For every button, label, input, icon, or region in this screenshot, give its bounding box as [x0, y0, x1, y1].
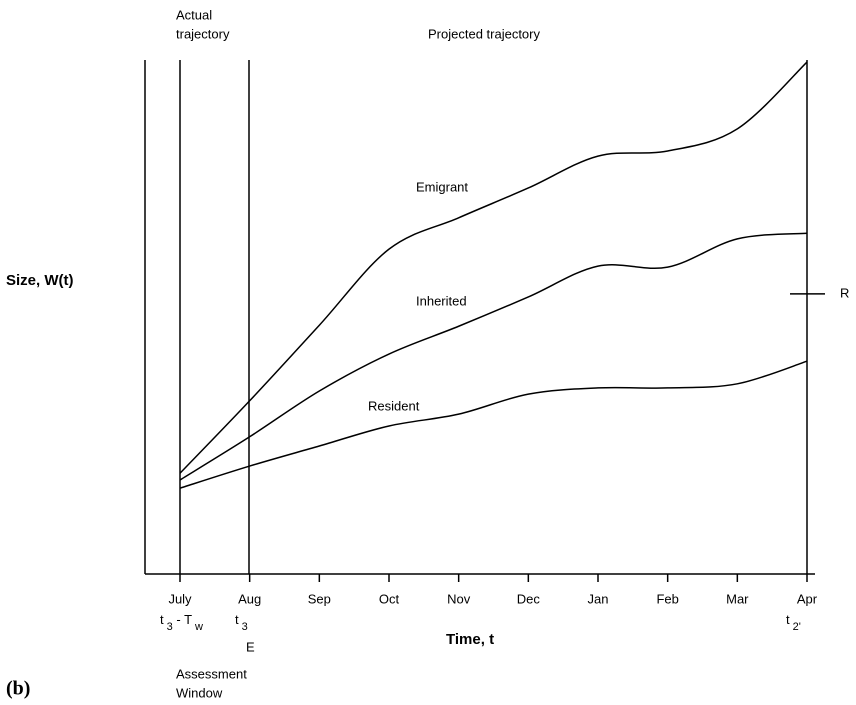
y-axis-label: Size, W(t): [6, 272, 74, 289]
series-label: Inherited: [416, 293, 467, 308]
x-tick-label: July: [168, 591, 192, 606]
annotation: E: [246, 639, 255, 654]
annotation: Window: [176, 685, 223, 700]
annotation: Assessment: [176, 666, 247, 681]
time-mark-part: t: [235, 612, 239, 627]
series-line: [179, 232, 808, 481]
series-label: Resident: [368, 398, 420, 413]
series-line: [179, 360, 808, 489]
time-mark-part: t: [786, 612, 790, 627]
panel-label: (b): [6, 678, 30, 700]
time-mark-part: w: [194, 621, 203, 633]
x-tick-label: Apr: [797, 591, 818, 606]
time-mark-part: - T: [173, 612, 192, 627]
x-tick-label: Jan: [588, 591, 609, 606]
x-tick-label: Feb: [656, 591, 678, 606]
annotation: Projected trajectory: [428, 26, 540, 41]
time-mark-part: t: [160, 612, 164, 627]
x-tick-label: Sep: [308, 591, 331, 606]
x-tick-label: Oct: [379, 591, 400, 606]
annotation: trajectory: [176, 26, 230, 41]
x-tick-label: Dec: [517, 591, 541, 606]
series-label: Emigrant: [416, 179, 468, 194]
marker-label: R: [840, 285, 849, 300]
time-mark: t 2': [786, 612, 801, 632]
annotation: Actual: [176, 7, 212, 22]
x-tick-label: Aug: [238, 591, 261, 606]
x-tick-label: Mar: [726, 591, 749, 606]
time-mark-part: 3: [167, 621, 173, 633]
x-axis-label: Time, t: [446, 631, 494, 648]
time-mark-part: 2': [793, 621, 801, 633]
x-tick-label: Nov: [447, 591, 471, 606]
series-line: [179, 61, 808, 474]
time-mark-part: 3: [242, 621, 248, 633]
